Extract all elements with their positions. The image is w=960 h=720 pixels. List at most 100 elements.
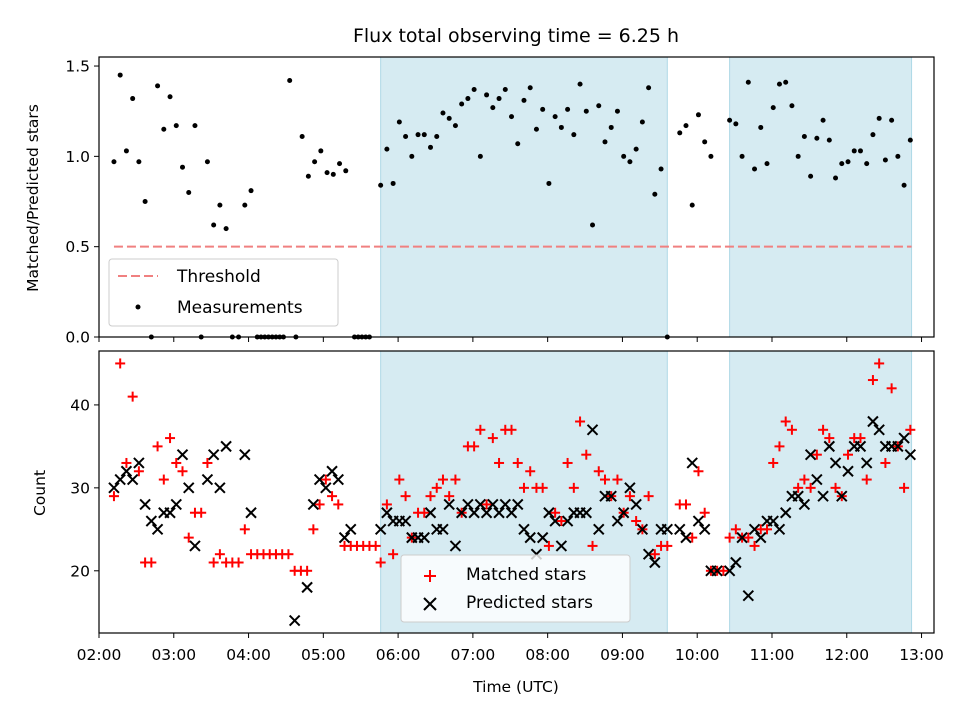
predicted-point-79 <box>692 515 705 527</box>
predicted-point-78 <box>686 457 698 469</box>
measurement-point-75 <box>558 124 564 130</box>
measurement-point-67 <box>509 114 515 120</box>
matched-point-108 <box>786 424 797 435</box>
measurement-point-65 <box>496 96 502 102</box>
predicted-point-4 <box>133 457 145 469</box>
measurement-point-78 <box>577 81 583 87</box>
predicted-point-28 <box>345 523 357 536</box>
predicted-point-51 <box>512 498 524 511</box>
predicted-point-23 <box>313 473 326 486</box>
matched-point-65 <box>512 457 523 468</box>
matched-point-107 <box>780 416 791 427</box>
matched-point-89 <box>662 540 673 551</box>
measurement-point-9 <box>167 94 173 100</box>
predicted-point-18 <box>239 448 251 461</box>
predicted-point-68 <box>617 507 630 519</box>
predicted-point-98 <box>817 490 829 502</box>
matched-point-73 <box>562 457 573 468</box>
matched-point-121 <box>867 375 878 386</box>
matched-point-97 <box>718 565 729 576</box>
measurement-point-48 <box>390 180 396 186</box>
measurement-point-123 <box>876 115 882 121</box>
measurement-point-128 <box>907 137 913 143</box>
predicted-point-47 <box>487 498 499 511</box>
measurement-point-105 <box>764 161 770 167</box>
x-tick-label-7: 09:00 <box>600 646 645 664</box>
ratio-series-0 <box>111 72 913 340</box>
measurement-point-93 <box>677 130 683 136</box>
measurement-point-84 <box>614 108 620 114</box>
predicted-point-96 <box>804 448 817 461</box>
x-tick-label-2: 04:00 <box>226 646 271 664</box>
predicted-point-29 <box>374 523 387 536</box>
measurement-point-98 <box>708 153 714 159</box>
predicted-point-53 <box>524 531 536 544</box>
measurement-point-62 <box>477 153 483 159</box>
matched-point-113 <box>818 424 829 435</box>
x-tick-label-10: 12:00 <box>824 646 869 664</box>
predicted-point-92 <box>779 507 792 519</box>
predicted-point-77 <box>680 531 692 544</box>
matched-point-111 <box>805 482 816 493</box>
matched-point-12 <box>183 532 194 543</box>
measurement-point-36 <box>318 148 324 154</box>
measurement-point-87 <box>633 146 639 152</box>
predicted-point-86 <box>742 589 755 602</box>
matched-point-60 <box>481 499 492 510</box>
matched-point-75 <box>575 416 586 427</box>
matched-point-77 <box>587 540 598 551</box>
matched-point-11 <box>177 466 188 477</box>
predicted-point-40 <box>443 498 455 511</box>
predicted-point-5 <box>139 498 151 511</box>
predicted-point-27 <box>338 531 351 544</box>
measurement-point-39 <box>337 161 343 167</box>
matched-point-83 <box>624 491 635 502</box>
predicted-point-107 <box>873 424 885 436</box>
predicted-point-49 <box>499 498 511 511</box>
predicted-point-37 <box>424 507 437 519</box>
predicted-point-97 <box>811 473 823 486</box>
matched-point-51 <box>425 491 436 502</box>
measurement-point-85 <box>621 153 627 159</box>
matched-point-2 <box>121 457 132 468</box>
measurement-point-121 <box>864 161 870 167</box>
measurement-point-112 <box>808 173 814 179</box>
ratio-y-tick-label-0: 0.0 <box>65 329 90 347</box>
measurement-point-33 <box>299 133 305 139</box>
predicted-point-55 <box>536 531 549 544</box>
predicted-point-42 <box>455 507 468 519</box>
predicted-point-67 <box>611 515 624 527</box>
predicted-point-104 <box>854 440 867 453</box>
measurement-point-22 <box>248 188 254 194</box>
matched-point-14 <box>196 507 207 518</box>
measurement-point-118 <box>845 159 851 165</box>
predicted-point-1 <box>114 473 126 486</box>
measurement-point-59 <box>459 101 465 107</box>
matched-point-46 <box>394 474 405 485</box>
matched-point-78 <box>593 466 604 477</box>
ratio-y-tick-label-3: 1.5 <box>65 58 90 76</box>
matched-point-20 <box>233 557 244 568</box>
x-tick-label-3: 05:00 <box>301 646 346 664</box>
measurement-point-86 <box>627 159 633 165</box>
matched-point-76 <box>581 449 592 460</box>
predicted-point-43 <box>462 498 474 511</box>
measurement-point-95 <box>689 202 695 208</box>
measurement-point-107 <box>776 81 782 87</box>
matched-point-31 <box>302 565 313 576</box>
matched-point-110 <box>799 474 810 485</box>
predicted-point-6 <box>145 515 158 527</box>
measurement-point-34 <box>305 173 311 179</box>
count-y-axis-label: Count <box>31 470 49 516</box>
matched-point-34 <box>320 474 331 485</box>
measurement-point-16 <box>211 222 217 228</box>
ratio-shaded-interval-0 <box>380 56 668 338</box>
predicted-point-88 <box>755 531 767 544</box>
measurement-point-57 <box>446 115 452 121</box>
matched-point-45 <box>388 549 399 560</box>
measurement-point-3 <box>130 96 136 102</box>
measurement-point-79 <box>583 108 589 114</box>
measurement-point-56 <box>440 110 446 116</box>
predicted-point-41 <box>449 540 462 552</box>
measurement-point-53 <box>421 132 427 138</box>
